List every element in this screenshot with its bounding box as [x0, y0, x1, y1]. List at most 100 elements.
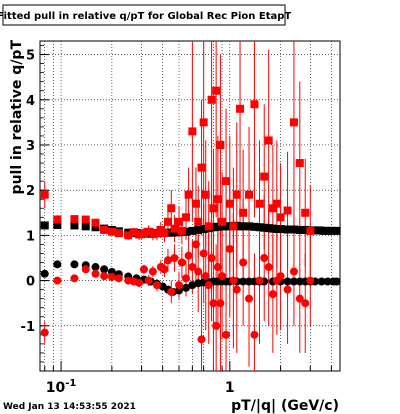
data-point-square: [239, 208, 248, 217]
data-point-circle: [197, 335, 206, 344]
data-point-circle: [100, 272, 109, 281]
data-point-circle: [40, 328, 49, 337]
data-point-square: [295, 159, 304, 168]
data-point-circle: [181, 274, 190, 283]
y-tick-label: 2: [26, 184, 35, 199]
data-point-square: [199, 118, 208, 127]
data-point-square: [289, 118, 298, 127]
data-point-square: [135, 230, 144, 239]
data-point-square: [239, 222, 248, 231]
data-point-circle: [188, 263, 197, 272]
data-point-circle: [207, 253, 216, 262]
data-point-square: [40, 221, 49, 230]
data-point-square: [272, 199, 281, 208]
data-point-circle: [213, 263, 222, 272]
data-point-circle: [268, 290, 277, 299]
data-point-circle: [107, 272, 116, 281]
data-point-circle: [225, 244, 234, 253]
data-point-square: [81, 222, 90, 231]
data-point-circle: [209, 299, 218, 308]
data-point-circle: [218, 272, 227, 281]
data-point-square: [245, 190, 254, 199]
data-point-square: [144, 227, 153, 236]
data-point-square: [139, 229, 148, 238]
data-point-square: [222, 177, 231, 186]
data-point-square: [163, 217, 172, 226]
y-axis-label: pull in relative q/pT: [9, 40, 25, 195]
timestamp: Wed Jan 13 14:53:55 2021: [3, 402, 136, 412]
data-point-square: [199, 225, 208, 234]
y-tick-label: 0: [26, 275, 35, 290]
title-frame: [2, 4, 286, 26]
data-point-circle: [239, 277, 248, 286]
y-tick-label: 3: [26, 139, 35, 154]
data-point-square: [306, 226, 315, 235]
data-point-square: [289, 225, 298, 234]
data-point-circle: [70, 274, 79, 283]
data-point-square: [53, 215, 62, 224]
data-point-square: [236, 104, 245, 113]
data-point-circle: [212, 321, 221, 330]
data-point-square: [70, 215, 79, 224]
data-point-square: [283, 206, 292, 215]
data-point-square: [177, 226, 186, 235]
data-point-square: [213, 195, 222, 204]
data-point-circle: [175, 281, 184, 290]
grid: [40, 41, 340, 371]
data-point-circle: [199, 249, 208, 258]
plot-area: [39, 40, 341, 372]
data-point-square: [70, 221, 79, 230]
data-point-square: [168, 228, 177, 237]
data-point-circle: [216, 299, 225, 308]
data-point-square: [255, 223, 264, 232]
data-point-square: [181, 213, 190, 222]
data-point-circle: [264, 263, 273, 272]
data-point-square: [207, 95, 216, 104]
data-point-square: [216, 140, 225, 149]
data-point-circle: [167, 287, 176, 296]
data-point-circle: [239, 258, 248, 267]
data-point-circle: [295, 294, 304, 303]
data-point-square: [250, 100, 259, 109]
data-point-circle: [184, 251, 193, 260]
data-point-square: [229, 222, 238, 231]
y-tick-label: -1: [21, 320, 35, 335]
data-point-square: [332, 226, 341, 235]
chart-title: Fitted pull in relative q/pT for Global …: [0, 11, 291, 22]
data-point-square: [100, 225, 109, 234]
data-point-square: [218, 217, 227, 226]
data-point-square: [327, 226, 336, 235]
data-point-square: [107, 227, 116, 236]
data-point-square: [204, 222, 213, 231]
data-point-circle: [276, 272, 285, 281]
data-point-square: [170, 224, 179, 233]
data-point-circle: [191, 240, 200, 249]
data-point-circle: [317, 277, 326, 286]
data-point-square: [301, 225, 310, 234]
data-point-square: [160, 229, 169, 238]
data-point-square: [209, 204, 218, 213]
data-point-square: [255, 199, 264, 208]
data-point-circle: [301, 299, 310, 308]
data-point-square: [311, 226, 320, 235]
data-point-circle: [135, 278, 144, 287]
x-axis-label: pT/|q| (GeV/c): [231, 398, 339, 414]
data-point-circle: [255, 276, 264, 285]
data-point-circle: [260, 253, 269, 262]
x-tick-label: 1: [225, 380, 235, 396]
data-point-circle: [91, 263, 100, 272]
data-point-square: [114, 229, 123, 238]
data-point-circle: [144, 276, 153, 285]
data-point-circle: [53, 260, 62, 269]
data-point-square: [201, 190, 210, 199]
data-point-circle: [229, 276, 238, 285]
data-point-square: [40, 190, 49, 199]
data-point-square: [181, 227, 190, 236]
data-point-circle: [232, 285, 241, 294]
data-point-square: [268, 204, 277, 213]
data-point-circle: [245, 294, 254, 303]
data-point-square: [213, 222, 222, 231]
data-point-circle: [283, 285, 292, 294]
data-point-square: [184, 190, 193, 199]
